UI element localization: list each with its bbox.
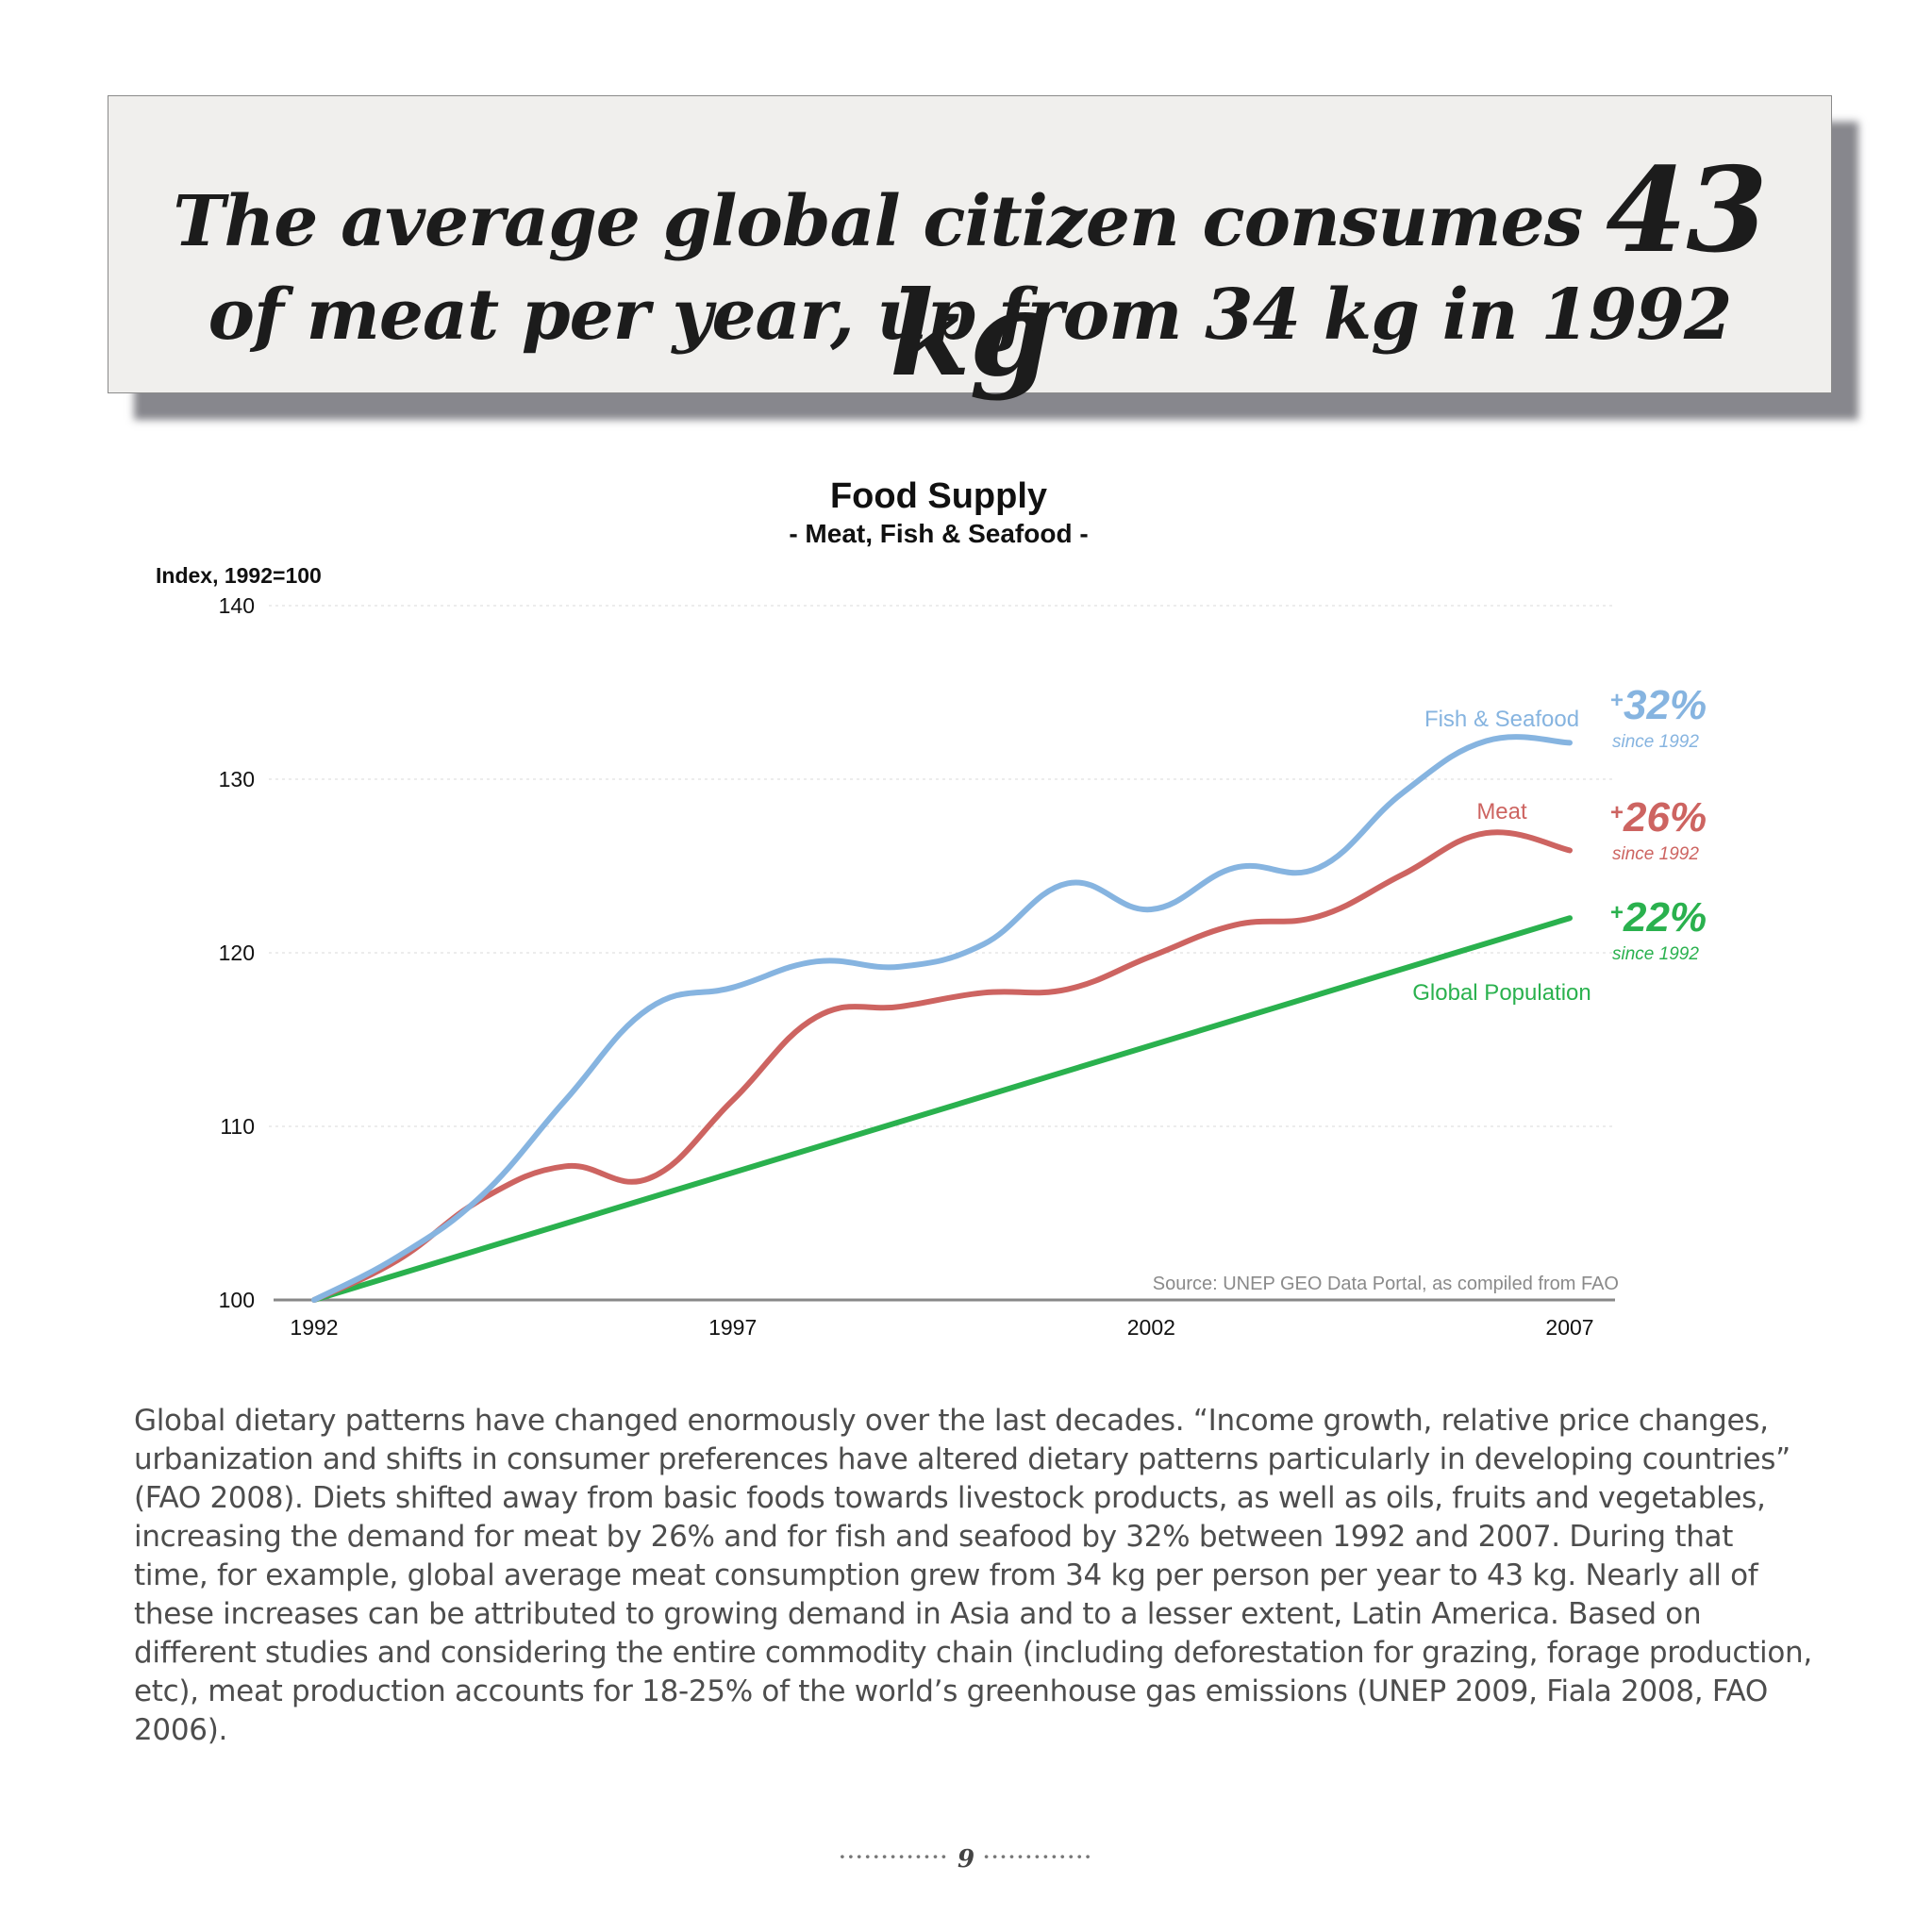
series-line-global-population [311, 915, 1573, 1303]
since-annotation-fish-seafood: since 1992 [1612, 732, 1699, 752]
series-label-meat: Meat [1476, 799, 1527, 824]
y-tick-label-110: 110 [220, 1114, 255, 1139]
series-labels: Fish & Seafood +32% since 1992 Meat +26% sinc… [1412, 682, 1707, 1006]
headline-box: The average global citizen consumes 43 k… [108, 95, 1832, 393]
headline-line-1: The average global citizen consumes 43 k… [108, 153, 1831, 402]
y-axis-label: Index, 1992=100 [156, 563, 322, 588]
y-tick-label-100: 100 [219, 1288, 255, 1312]
since-annotation-global-population: since 1992 [1612, 944, 1699, 964]
y-tick-label-130: 130 [219, 767, 255, 791]
chart-title: Food Supply [830, 476, 1047, 516]
source-note: Source: UNEP GEO Data Portal, as compile… [1153, 1274, 1619, 1294]
y-tick-label-120: 120 [219, 941, 255, 965]
headline-prefix: The average global citizen consumes [173, 181, 1583, 262]
dots-left-decor: ············· [839, 1845, 949, 1868]
food-supply-chart: Food Supply - Meat, Fish & Seafood - Ind… [156, 476, 1707, 1340]
change-annotation-global-population: +22% [1610, 894, 1707, 941]
series-line-meat [311, 829, 1573, 1303]
series-label-global-population: Global Population [1412, 980, 1591, 1006]
body-paragraph: Global dietary patterns have changed eno… [134, 1404, 1812, 1747]
dots-right-decor: ············· [983, 1845, 1093, 1868]
change-annotation-fish-seafood: +32% [1610, 682, 1707, 728]
series-line-fish-seafood [311, 734, 1573, 1303]
headline-line-2: of meat per year, up from 34 kg in 1992 [208, 275, 1733, 356]
x-tick-label-2007: 2007 [1545, 1315, 1593, 1340]
x-tick-label-2002: 2002 [1127, 1315, 1175, 1340]
series-lines [311, 734, 1573, 1303]
x-tick-label-1992: 1992 [290, 1315, 338, 1340]
headline-emphasis: 43 kg [889, 142, 1768, 403]
chart-subtitle: - Meat, Fish & Seafood - [789, 519, 1088, 548]
page-number-footer: ············· 9 ············· [0, 1845, 1932, 1874]
x-tick-labels: 1992 1997 2002 2007 [290, 1315, 1593, 1340]
x-tick-label-1997: 1997 [708, 1315, 757, 1340]
since-annotation-meat: since 1992 [1612, 844, 1699, 864]
change-annotation-meat: +26% [1610, 794, 1707, 841]
page-number: 9 [957, 1845, 975, 1874]
y-tick-label-140: 140 [219, 593, 255, 618]
y-tick-labels: 100 110 120 130 140 [219, 593, 255, 1312]
series-label-fish-seafood: Fish & Seafood [1424, 707, 1579, 732]
